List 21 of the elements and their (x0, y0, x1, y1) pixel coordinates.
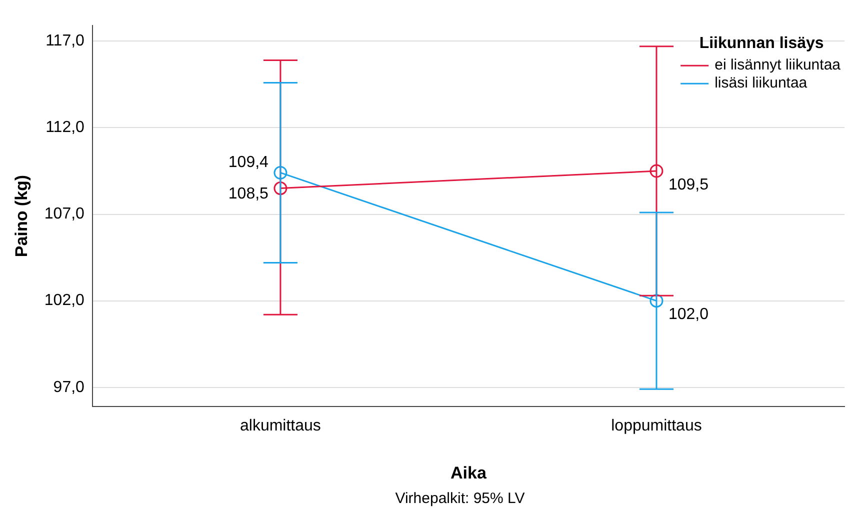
data-label: 102,0 (668, 306, 709, 324)
y-tick-label: 102,0 (44, 292, 85, 310)
x-tick-label: alkumittaus (240, 417, 321, 434)
x-tick-label: loppumittaus (611, 417, 702, 434)
legend-label: lisäsi liikuntaa (714, 74, 808, 92)
data-label: 109,4 (228, 154, 269, 172)
legend-label: ei lisännyt liikuntaa (714, 56, 842, 74)
point (274, 182, 288, 196)
x-axis-title: Aika (450, 463, 487, 482)
point (274, 166, 288, 180)
data-label: 109,5 (668, 176, 709, 194)
y-axis-title: Paino (kg) (12, 174, 31, 258)
y-tick-label: 97,0 (53, 378, 85, 396)
point (650, 294, 664, 308)
y-tick-label: 112,0 (46, 119, 85, 136)
text: Virhepalkit: 95% LV (394, 490, 526, 507)
legend-title: Liikunnan lisäys (699, 35, 824, 52)
y-tick-label: 117,0 (46, 32, 85, 50)
point (650, 164, 664, 178)
data-label: 108,5 (228, 186, 269, 203)
y-tick-label: 107,0 (44, 206, 85, 223)
